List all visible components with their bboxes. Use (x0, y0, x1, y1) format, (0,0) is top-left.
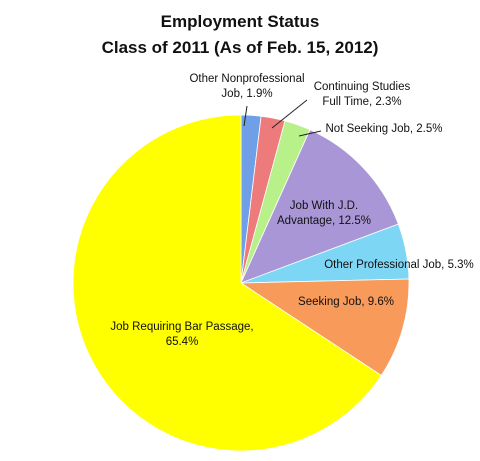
slice-label-line: Job Requiring Bar Passage, (110, 321, 253, 333)
slice-label-line: Job With J.D. (290, 200, 358, 212)
slice-label: Continuing Studies Full Time, 2.3% (314, 81, 411, 108)
leader-line (271, 99, 308, 129)
chart-subtitle: Class of 2011 (As of Feb. 15, 2012) (101, 38, 379, 57)
chart-title: Employment Status (160, 12, 320, 31)
slice-label: Other Nonprofessional Job, 1.9% (189, 73, 304, 100)
slice-label: Other Professional Job, 5.3% (324, 259, 474, 271)
slice-label: Job Requiring Bar Passage, 65.4% (110, 321, 253, 348)
slice-label-line: 65.4% (166, 336, 199, 348)
leader-line (298, 130, 322, 137)
slice-label-line: Other Professional Job, 5.3% (324, 259, 474, 271)
slice-label-line: Seeking Job, 9.6% (298, 296, 394, 308)
pie-slice (72, 114, 382, 452)
slice-label-line: Advantage, 12.5% (277, 215, 371, 227)
slice-label: Seeking Job, 9.6% (298, 296, 394, 308)
slice-label-line: Continuing Studies (314, 81, 411, 93)
pie-slice (239, 278, 410, 376)
slice-label-line: Full Time, 2.3% (322, 96, 401, 108)
leader-line (243, 105, 248, 127)
slice-label-line: Other Nonprofessional (189, 73, 304, 85)
slice-label-line: Job, 1.9% (221, 88, 272, 100)
slice-label: Job With J.D. Advantage, 12.5% (277, 200, 371, 227)
pie-slice (240, 129, 399, 284)
slice-label: Not Seeking Job, 2.5% (326, 123, 443, 135)
slice-label-line: Not Seeking Job, 2.5% (326, 123, 443, 135)
